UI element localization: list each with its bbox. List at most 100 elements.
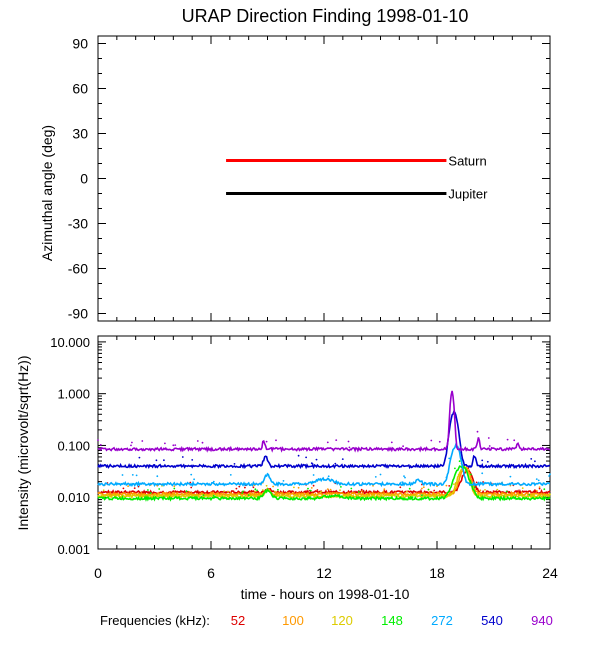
data-point <box>272 485 274 488</box>
intensity-panel: 10.000 1.000 0.100 0.010 0.001 0 6 12 18 24 Inte… <box>15 335 558 602</box>
data-point <box>326 441 329 444</box>
data-point <box>200 493 203 496</box>
data-point <box>329 488 332 491</box>
data-point <box>158 493 161 496</box>
data-point <box>433 489 436 492</box>
legend-item-100: 100 <box>282 613 304 628</box>
data-point <box>133 487 136 489</box>
data-point <box>191 459 194 461</box>
series-trace <box>97 390 551 453</box>
data-point <box>127 485 129 488</box>
series-trace <box>97 463 551 502</box>
data-point <box>297 486 300 489</box>
data-point <box>164 442 166 445</box>
data-point <box>265 440 268 443</box>
direction-y-tick-label: 60 <box>72 81 88 97</box>
series-trace <box>97 442 551 488</box>
data-point <box>372 484 374 487</box>
data-point <box>379 473 382 476</box>
data-point <box>275 439 277 442</box>
data-point <box>339 489 341 492</box>
data-point <box>137 485 140 488</box>
data-point <box>530 458 533 460</box>
data-point <box>173 485 176 488</box>
legend-item-940: 940 <box>531 613 553 628</box>
series-label-saturn: Saturn <box>448 154 486 169</box>
data-point <box>479 489 482 492</box>
data-point <box>155 459 158 462</box>
data-point <box>538 487 541 490</box>
data-point <box>193 478 196 481</box>
data-point <box>421 487 423 490</box>
data-point <box>496 488 499 491</box>
direction-y-tick-label: -90 <box>68 306 88 322</box>
data-point <box>399 486 402 489</box>
data-point <box>549 493 551 496</box>
x-tick-label: 6 <box>207 565 215 581</box>
series-272-khz <box>97 442 551 488</box>
data-point <box>548 475 550 477</box>
data-point <box>481 472 484 475</box>
data-point <box>458 460 461 463</box>
data-point <box>513 439 516 442</box>
data-point <box>484 489 486 491</box>
data-point <box>229 474 232 476</box>
intensity-y-tick-label: 0.010 <box>57 490 90 505</box>
data-point <box>534 460 536 463</box>
data-point <box>188 490 191 493</box>
data-point <box>320 490 323 493</box>
intensity-y-ticks: 10.000 1.000 0.100 0.010 0.001 <box>50 335 550 557</box>
direction-y-tick-label: 0 <box>80 171 88 187</box>
data-point <box>334 462 337 465</box>
data-point <box>327 475 330 478</box>
intensity-y-tick-label: 10.000 <box>50 335 90 350</box>
data-point <box>335 439 338 441</box>
data-point <box>360 490 363 493</box>
data-point <box>190 486 193 489</box>
data-point <box>238 485 241 488</box>
data-point <box>341 458 344 460</box>
direction-y-label: Azimuthal angle (deg) <box>39 125 55 261</box>
data-point <box>244 486 246 489</box>
data-point <box>212 494 215 497</box>
data-point <box>293 486 295 489</box>
data-point <box>256 489 258 492</box>
data-point <box>383 488 386 491</box>
data-point <box>163 459 165 462</box>
legend-item-272: 272 <box>431 613 453 628</box>
data-point <box>427 488 430 491</box>
legend-item-148: 148 <box>381 613 403 628</box>
data-point <box>102 489 105 492</box>
data-point <box>528 494 531 496</box>
series-trace <box>97 409 550 470</box>
data-point <box>312 484 315 487</box>
data-point <box>130 444 132 447</box>
legend-item-52: 52 <box>231 613 245 628</box>
intensity-y-label: Intensity (microvolt/sqrt(Hz)) <box>15 355 31 530</box>
data-point <box>445 484 448 487</box>
data-point <box>185 490 188 493</box>
data-point <box>506 438 509 441</box>
data-point <box>316 489 319 491</box>
data-point <box>350 487 353 490</box>
data-point <box>326 488 329 490</box>
data-point <box>242 490 244 493</box>
data-point <box>227 490 229 493</box>
data-point <box>247 494 250 496</box>
data-point <box>360 488 363 491</box>
data-point <box>476 430 479 433</box>
data-point <box>282 480 285 482</box>
data-point <box>138 456 141 459</box>
data-point <box>147 489 149 491</box>
data-point <box>201 441 204 444</box>
x-tick-label: 0 <box>94 565 102 581</box>
data-point <box>141 440 144 442</box>
data-point <box>453 483 455 485</box>
intensity-series <box>97 390 551 502</box>
direction-frame <box>97 35 551 322</box>
data-point <box>549 473 551 476</box>
legend-title: Frequencies (kHz): <box>100 613 210 628</box>
data-point <box>181 456 184 458</box>
chart-title: URAP Direction Finding 1998-01-10 <box>182 6 469 26</box>
